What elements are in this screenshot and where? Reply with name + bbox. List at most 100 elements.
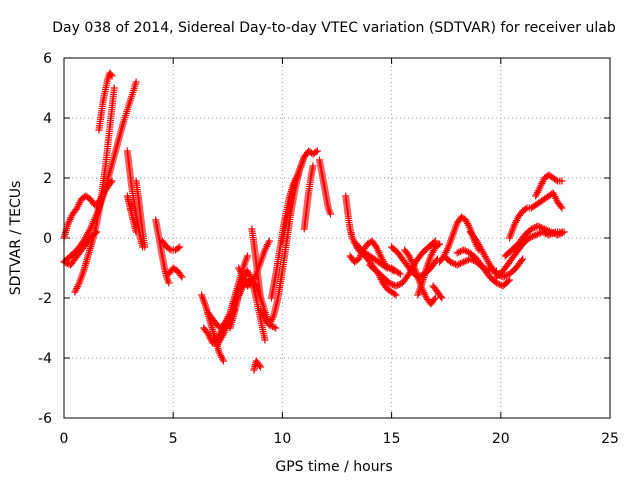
data-point: [542, 226, 550, 234]
data-point: [107, 179, 115, 186]
data-point: [550, 230, 558, 237]
x-tick-label: 5: [169, 431, 178, 447]
data-point: [456, 248, 464, 255]
data-point: [392, 282, 400, 290]
y-axis-label: SDTVAR / TECUs: [8, 181, 24, 296]
data-point: [533, 230, 541, 238]
data-point: [243, 252, 251, 260]
y-tick-label: 2: [43, 171, 52, 187]
data-point: [536, 223, 544, 231]
data-point: [545, 227, 553, 235]
data-point: [461, 247, 469, 255]
data-point: [455, 260, 463, 268]
series-T12: [198, 291, 227, 365]
data-point: [504, 277, 512, 285]
data-point: [108, 177, 116, 185]
data-point: [265, 237, 273, 245]
data-point: [132, 228, 140, 236]
data-point: [431, 237, 439, 245]
data-point: [492, 279, 500, 287]
data-point: [506, 276, 514, 284]
data-point: [549, 229, 557, 237]
data-point: [395, 281, 403, 288]
series-T19: [250, 357, 265, 374]
x-axis-label: GPS time / hours: [275, 459, 392, 475]
data-point: [107, 71, 115, 78]
data-point: [395, 269, 403, 277]
data-point: [257, 294, 265, 302]
data-point: [494, 280, 502, 288]
data-point: [450, 260, 458, 267]
series-T04: [71, 84, 118, 296]
data-point: [558, 204, 566, 212]
data-point: [110, 84, 118, 92]
data-point: [557, 203, 565, 210]
data-point: [519, 255, 527, 263]
data-point: [177, 272, 185, 279]
data-point: [272, 324, 280, 332]
data-point: [430, 296, 438, 303]
data-point: [453, 261, 461, 269]
series-T35: [453, 246, 514, 290]
data-point: [270, 323, 278, 331]
data-point: [463, 257, 471, 264]
data-point: [552, 176, 560, 184]
data-point: [132, 78, 140, 86]
data-point: [535, 230, 543, 237]
y-tick-label: 4: [43, 111, 52, 127]
series-T11: [165, 264, 186, 281]
data-point: [453, 249, 461, 257]
data-point: [537, 224, 545, 231]
data-point: [544, 227, 552, 234]
data-point: [437, 293, 445, 300]
data-point: [460, 258, 468, 266]
data-point: [396, 270, 404, 278]
data-point: [392, 291, 400, 299]
x-tick-label: 20: [492, 431, 510, 447]
data-point: [463, 248, 471, 255]
data-point: [527, 225, 535, 233]
series-T07: [123, 192, 140, 236]
series-T36: [466, 228, 527, 281]
plot-frame: [63, 57, 611, 419]
data-point: [531, 224, 539, 231]
data-point: [458, 259, 466, 267]
data-point: [456, 260, 464, 267]
grid-lines: [64, 58, 610, 418]
data-point: [382, 263, 390, 271]
data-point: [539, 224, 547, 232]
series-T40: [532, 171, 566, 200]
series-T27: [353, 240, 404, 278]
data-series-layer: [60, 69, 568, 374]
data-point: [438, 294, 446, 302]
data-point: [431, 294, 439, 302]
data-point: [528, 233, 536, 240]
series-T10: [158, 237, 184, 254]
data-point: [461, 257, 469, 265]
data-point: [530, 232, 538, 240]
data-point: [394, 281, 402, 289]
data-point: [165, 279, 173, 287]
x-tick-label: 25: [601, 431, 619, 447]
x-tick-label: 15: [383, 431, 401, 447]
series-T09: [152, 216, 173, 287]
data-point: [385, 279, 393, 287]
data-point: [501, 272, 509, 280]
data-point: [312, 148, 320, 156]
y-tick-label: 6: [43, 51, 52, 67]
data-point: [309, 162, 317, 170]
data-point: [466, 255, 474, 263]
data-point: [218, 332, 226, 340]
data-point: [555, 230, 563, 238]
data-point: [219, 357, 227, 365]
data-point: [389, 281, 397, 288]
data-point: [166, 245, 174, 253]
data-point: [257, 363, 265, 371]
data-point: [430, 238, 438, 246]
data-point: [534, 222, 542, 230]
data-point: [499, 273, 507, 281]
data-point: [502, 272, 510, 279]
data-point: [547, 228, 555, 236]
series-T05: [95, 69, 116, 134]
series-T38: [501, 222, 568, 260]
